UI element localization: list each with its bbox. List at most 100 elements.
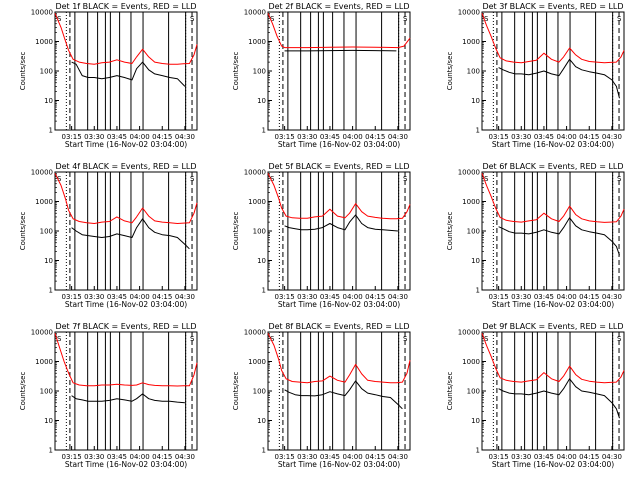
x-tick-label: 03:15 [489,453,509,461]
y-tick-label: 1000 [248,38,266,46]
x-tick-label: 03:30 [511,453,531,461]
x-tick-label: 03:45 [534,453,554,461]
y-tick-label: 10 [471,417,480,425]
x-tick-label: 03:15 [489,293,509,301]
left-corner-mark: S [57,335,62,343]
right-corner-mark: S [190,175,195,183]
y-tick-label: 10000 [458,329,480,337]
left-corner-mark: S [484,175,489,183]
x-tick-label: 03:15 [275,293,295,301]
y-tick-label: 100 [467,68,480,76]
y-axis-label: Counts/sec [446,212,454,251]
chart-panel-1: Det 1f BLACK = Events, RED = LLD S S 1 10 100… [19,2,198,149]
panel-title: Det 3f BLACK = Events, RED = LLD [482,2,623,11]
y-tick-label: 10000 [244,329,266,337]
y-tick-label: 1 [476,287,480,295]
x-tick-label: 04:00 [557,133,577,141]
series-line-lld [267,333,411,384]
x-axis-label: Start Time (16-Nov-02 03:04:00) [65,300,187,309]
panel-title: Det 8f BLACK = Events, RED = LLD [268,322,409,331]
y-tick-label: 10000 [31,9,53,17]
plot-frame [54,331,198,451]
y-tick-label: 10 [257,97,266,105]
y-tick-label: 1 [49,127,53,135]
right-corner-mark: S [617,175,622,183]
x-tick-label: 03:15 [489,133,509,141]
x-tick-label: 03:15 [62,453,82,461]
y-tick-label: 10000 [458,9,480,17]
y-axis-label: Counts/sec [446,372,454,411]
y-tick-label: 1000 [248,358,266,366]
y-tick-label: 1000 [462,198,480,206]
y-tick-label: 10000 [244,9,266,17]
series-line-events [71,61,186,87]
x-tick-label: 03:30 [84,133,104,141]
y-tick-label: 10000 [244,169,266,177]
plot-frame [481,11,625,131]
x-axis-label: Start Time (16-Nov-02 03:04:00) [65,140,187,149]
series-line-events [284,49,397,52]
y-tick-label: 1 [262,447,266,455]
y-axis-label: Counts/sec [232,212,240,251]
x-axis-label: Start Time (16-Nov-02 03:04:00) [492,460,614,469]
y-tick-label: 10 [257,257,266,265]
y-tick-label: 1000 [35,198,53,206]
series-line-lld [267,173,411,220]
plot-frame [267,331,411,451]
x-tick-label: 04:00 [343,453,363,461]
y-tick-label: 10 [44,417,53,425]
x-axis-label: Start Time (16-Nov-02 03:04:00) [492,140,614,149]
y-tick-label: 10 [471,257,480,265]
y-tick-label: 10000 [31,169,53,177]
chart-panel-8: Det 8f BLACK = Events, RED = LLD S S 1 10 100… [232,322,411,469]
x-tick-label: 04:15 [579,453,599,461]
x-tick-label: 03:45 [320,133,340,141]
series-line-events [498,378,620,419]
y-tick-label: 100 [253,228,266,236]
y-axis-label: Counts/sec [19,52,27,91]
y-axis-label: Counts/sec [446,52,454,91]
y-tick-label: 1 [262,287,266,295]
series-line-events [71,218,190,250]
x-tick-label: 04:00 [130,293,150,301]
y-axis-label: Counts/sec [19,372,27,411]
chart-panel-9: Det 9f BLACK = Events, RED = LLD S S 1 10 100… [446,322,625,469]
x-tick-label: 04:15 [579,133,599,141]
y-tick-label: 1000 [462,358,480,366]
plot-frame [267,11,411,131]
left-corner-mark: S [270,175,275,183]
x-tick-label: 04:15 [152,133,172,141]
y-tick-label: 10 [257,417,266,425]
y-tick-label: 100 [253,68,266,76]
y-tick-label: 100 [467,388,480,396]
x-tick-label: 04:30 [388,133,408,141]
y-tick-label: 1 [476,447,480,455]
chart-panel-3: Det 3f BLACK = Events, RED = LLD S S 1 10 100… [446,2,625,149]
series-line-events [284,380,403,410]
y-tick-label: 1000 [248,198,266,206]
x-tick-label: 03:45 [534,293,554,301]
x-tick-label: 03:30 [84,293,104,301]
panel-title: Det 9f BLACK = Events, RED = LLD [482,322,623,331]
left-corner-mark: S [57,175,62,183]
x-tick-label: 03:45 [320,453,340,461]
x-tick-label: 03:30 [84,453,104,461]
plot-frame [54,11,198,131]
y-tick-label: 10000 [31,329,53,337]
series-line-lld [54,333,198,387]
x-tick-label: 04:30 [388,453,408,461]
x-tick-label: 04:00 [557,453,577,461]
series-line-lld [54,13,198,65]
series-line-lld [481,13,625,64]
x-tick-label: 04:00 [130,453,150,461]
chart-panel-6: Det 6f BLACK = Events, RED = LLD S S 1 10 100… [446,162,625,309]
x-axis-label: Start Time (16-Nov-02 03:04:00) [65,460,187,469]
x-tick-label: 03:45 [107,453,127,461]
x-tick-label: 03:15 [275,453,295,461]
x-tick-label: 03:15 [62,293,82,301]
chart-panel-5: Det 5f BLACK = Events, RED = LLD S S 1 10 100… [232,162,411,309]
y-tick-label: 10 [44,257,53,265]
y-tick-label: 100 [253,388,266,396]
series-line-events [284,214,398,232]
x-axis-label: Start Time (16-Nov-02 03:04:00) [278,140,400,149]
